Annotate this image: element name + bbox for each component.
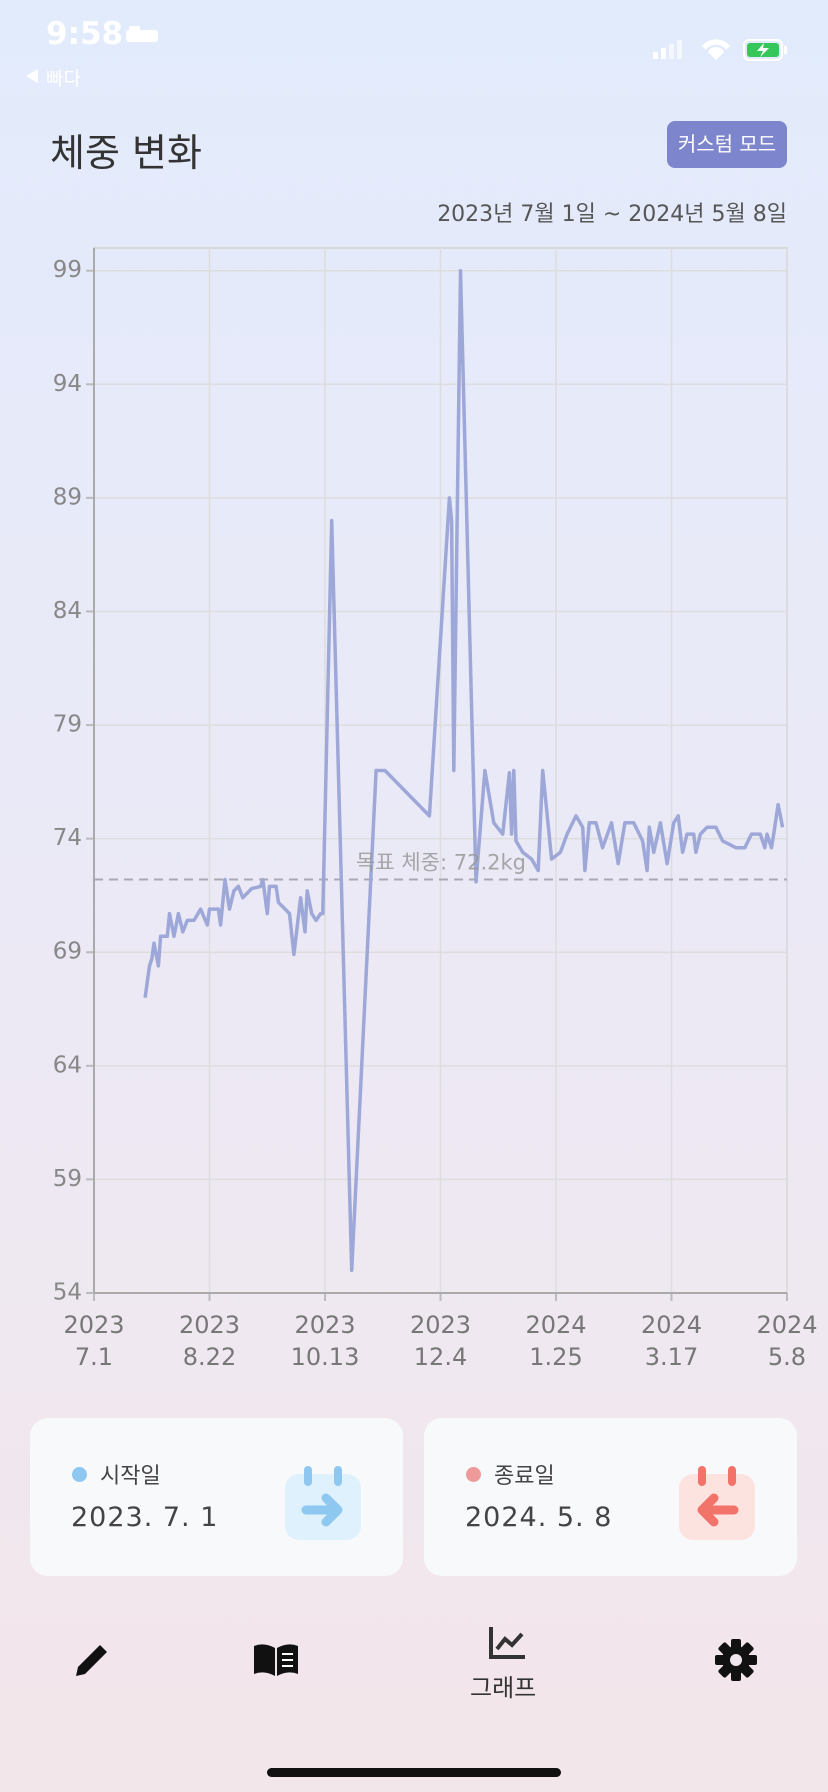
card-date: 2024. 5. 8	[465, 1502, 613, 1533]
x-tick-label: 8.22	[183, 1343, 236, 1371]
y-tick-label: 54	[53, 1280, 82, 1306]
x-tick-label: 5.8	[768, 1343, 806, 1371]
nav-diary[interactable]	[252, 1642, 300, 1678]
card-date: 2023. 7. 1	[71, 1502, 219, 1533]
sleep-icon	[126, 26, 158, 42]
custom-mode-button[interactable]: 커스텀 모드	[667, 121, 787, 168]
x-tick-label: 2023	[179, 1311, 240, 1339]
x-tick-label: 2024	[756, 1311, 817, 1339]
y-tick-label: 89	[53, 484, 82, 510]
nav-active-label: 그래프	[470, 1674, 537, 1702]
end-date-card[interactable]: 종료일 2024. 5. 8	[424, 1418, 797, 1576]
y-tick-label: 74	[53, 825, 82, 851]
x-tick-label: 12.4	[414, 1343, 467, 1371]
y-tick-label: 79	[53, 712, 82, 738]
x-tick-label: 2024	[525, 1311, 586, 1339]
start-calendar-icon	[285, 1466, 361, 1540]
home-indicator	[267, 1768, 561, 1777]
back-arrow	[26, 69, 38, 83]
y-tick-label: 99	[53, 257, 82, 283]
end-calendar-icon	[679, 1466, 755, 1540]
card-label: 종료일	[494, 1464, 555, 1489]
x-tick-label: 2023	[294, 1311, 355, 1339]
y-tick-label: 84	[53, 598, 82, 624]
y-tick-label: 69	[53, 939, 82, 965]
x-tick-label: 3.17	[645, 1343, 698, 1371]
nav-graph[interactable]	[488, 1625, 528, 1661]
x-tick-label: 7.1	[75, 1343, 113, 1371]
start-dot	[72, 1467, 87, 1482]
date-range: 2023년 7월 1일 ~ 2024년 5월 8일	[437, 202, 787, 227]
y-tick-label: 59	[53, 1166, 82, 1192]
start-date-card[interactable]: 시작일 2023. 7. 1	[30, 1418, 403, 1576]
weight-line	[143, 268, 785, 1273]
x-tick-label: 10.13	[291, 1343, 360, 1371]
y-tick-label: 64	[53, 1052, 82, 1078]
end-dot	[466, 1467, 481, 1482]
page-title: 체중 변화	[50, 131, 202, 175]
x-tick-label: 2023	[410, 1311, 471, 1339]
nav-write[interactable]	[72, 1640, 112, 1680]
card-label: 시작일	[100, 1464, 161, 1489]
nav-settings[interactable]	[714, 1638, 758, 1682]
status-icons	[653, 39, 787, 61]
status-time: 9:58	[46, 16, 124, 52]
x-tick-label: 2024	[641, 1311, 702, 1339]
x-tick-label: 2023	[63, 1311, 124, 1339]
weight-chart: 54 59 64 69 74 79 84 89 94 99 2023 7.1 2023 8.22 2023 1…	[53, 247, 818, 1371]
y-tick-label: 94	[53, 371, 82, 397]
back-app[interactable]: 빠다	[46, 68, 81, 90]
goal-label: 목표 체중: 72.2kg	[356, 851, 526, 875]
x-tick-label: 1.25	[529, 1343, 582, 1371]
